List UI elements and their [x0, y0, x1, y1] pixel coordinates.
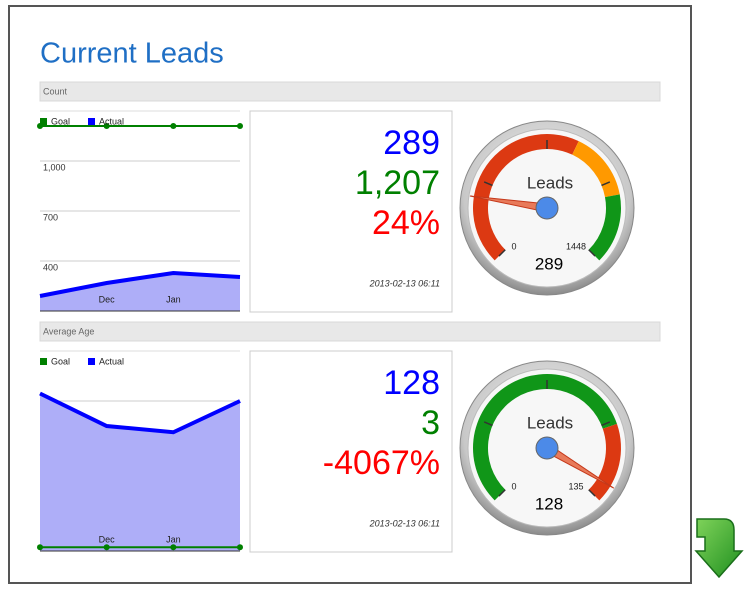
gauge-band — [588, 423, 621, 501]
gauge-tick — [498, 489, 506, 497]
gauge-tick — [601, 181, 611, 187]
legend-swatch — [40, 358, 47, 365]
section-title: Average Age — [43, 326, 94, 336]
point — [170, 123, 177, 129]
legend-swatch — [88, 358, 95, 365]
gauge-min: 0 — [511, 481, 516, 491]
stats-box — [249, 350, 453, 553]
point — [103, 123, 110, 129]
gauge-max: 1448 — [566, 241, 586, 251]
point — [37, 544, 43, 551]
stat-value: 289 — [383, 124, 440, 162]
legend-swatch — [40, 118, 47, 125]
legend-label: Actual — [99, 356, 124, 366]
gauge-tick — [483, 181, 493, 187]
stat-value: 1,207 — [355, 164, 440, 202]
gauge-hub — [535, 196, 559, 220]
gauge-value: 289 — [535, 254, 563, 273]
y-tick-label: 1,000 — [43, 162, 66, 172]
timestamp: 2013-02-13 06:11 — [369, 518, 440, 528]
gauge-tick — [588, 249, 596, 257]
legend-label: Goal — [51, 116, 70, 126]
x-tick-label: Jan — [166, 294, 181, 304]
area — [40, 273, 240, 311]
gauge-band — [473, 134, 579, 261]
page-title: Current Leads — [40, 38, 224, 70]
gauge-value: 128 — [535, 494, 563, 513]
gauge-tick — [483, 421, 493, 427]
x-tick-label: Dec — [99, 534, 116, 544]
legend-label: Goal — [51, 356, 70, 366]
point — [170, 544, 177, 551]
stat-value: 3 — [421, 404, 440, 442]
gauge-min: 0 — [511, 241, 516, 251]
timestamp: 2013-02-13 06:11 — [369, 278, 440, 288]
x-tick-label: Dec — [99, 294, 116, 304]
point — [237, 123, 243, 129]
gauge-hub — [535, 436, 559, 460]
gauge-band — [473, 374, 617, 501]
gauge-tick — [601, 421, 611, 427]
section-header — [39, 321, 661, 342]
series-line — [39, 270, 241, 298]
stat-value: -4067% — [323, 444, 440, 482]
y-tick-label: 700 — [43, 212, 58, 222]
x-tick-label: Jan — [166, 534, 181, 544]
point — [237, 544, 243, 551]
next-arrow[interactable] — [694, 518, 744, 579]
series-line — [39, 391, 241, 435]
gauge-title: Leads — [527, 173, 573, 192]
gauge-tick — [498, 249, 506, 257]
gauge-title: Leads — [527, 413, 573, 432]
gauge-tick — [588, 489, 596, 497]
legend-swatch — [88, 118, 95, 125]
legend-label: Actual — [99, 116, 124, 126]
section-header — [39, 81, 661, 102]
stat-value: 24% — [372, 204, 440, 242]
point — [103, 544, 110, 551]
stat-value: 128 — [383, 364, 440, 402]
area — [40, 393, 240, 551]
gauge-max: 135 — [568, 481, 583, 491]
y-tick-label: 400 — [43, 262, 58, 272]
gauge-band — [588, 194, 621, 261]
section-title: Count — [43, 86, 68, 96]
stats-box — [249, 110, 453, 313]
